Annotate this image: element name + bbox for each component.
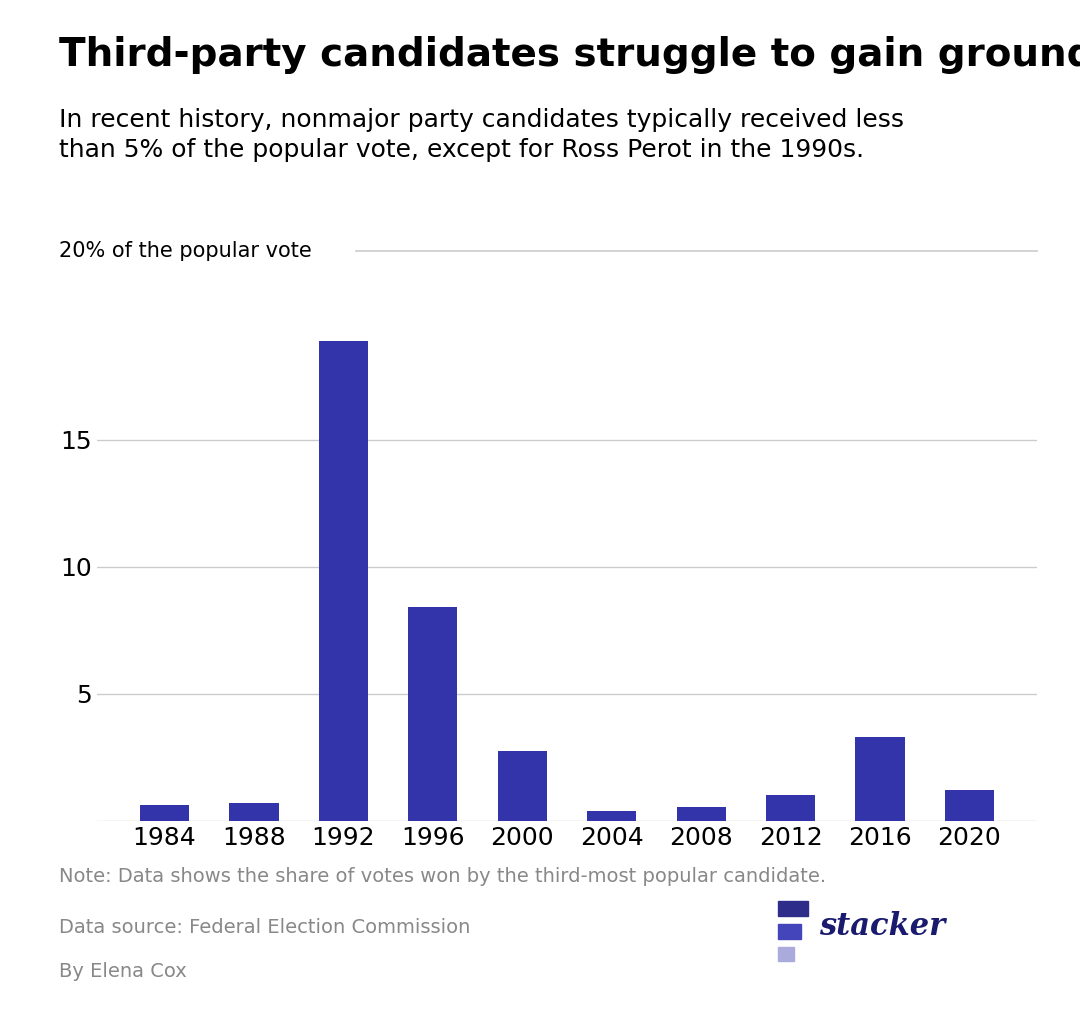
Text: stacker: stacker — [819, 911, 945, 942]
Bar — [588, 812, 636, 821]
Bar — [855, 737, 905, 821]
Bar — [945, 790, 994, 821]
Text: By Elena Cox: By Elena Cox — [59, 962, 187, 982]
Text: 20% of the popular vote: 20% of the popular vote — [59, 241, 312, 262]
Bar — [676, 806, 726, 821]
Text: In recent history, nonmajor party candidates typically received less
than 5% of : In recent history, nonmajor party candid… — [59, 108, 904, 162]
Bar — [319, 341, 368, 821]
Text: Data source: Federal Election Commission: Data source: Federal Election Commission — [59, 918, 471, 938]
Text: Third-party candidates struggle to gain ground: Third-party candidates struggle to gain … — [59, 36, 1080, 74]
Bar — [766, 795, 815, 821]
Bar — [229, 802, 279, 821]
Bar — [498, 751, 546, 821]
Text: Note: Data shows the share of votes won by the third-most popular candidate.: Note: Data shows the share of votes won … — [59, 867, 826, 886]
Bar — [408, 607, 458, 821]
Bar — [140, 805, 189, 821]
